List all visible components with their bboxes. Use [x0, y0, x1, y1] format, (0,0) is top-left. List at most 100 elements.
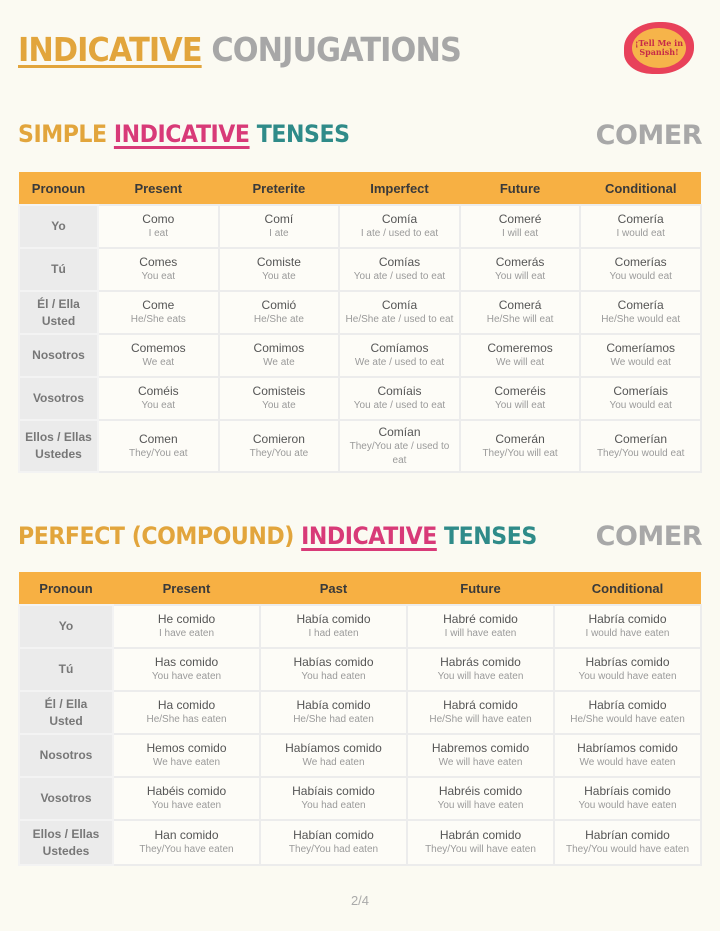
- conjugation-cell: Comieron They/You ate: [217, 419, 341, 473]
- english-translation: You ate: [262, 400, 296, 411]
- column-header: Pronoun: [19, 572, 113, 605]
- conjugation-cell: He comido I have eaten: [112, 604, 261, 649]
- english-translation: You ate / used to eat: [353, 400, 446, 411]
- conjugation-cell: Comí I ate: [217, 204, 341, 249]
- conjugated-form: Comimos: [253, 341, 305, 355]
- conjugation-cell: Comería I would eat: [579, 204, 702, 249]
- conjugated-form: Comeréis: [494, 384, 546, 398]
- conjugation-cell: Habría comido He/She would have eaten: [553, 690, 702, 735]
- english-translation: I ate / used to eat: [360, 228, 439, 239]
- pronoun-label: Tú: [58, 662, 74, 676]
- english-translation: We will have eaten: [438, 757, 523, 768]
- conjugated-form: Habíamos comido: [285, 741, 382, 755]
- english-translation: You had eaten: [301, 671, 366, 682]
- title-part1: INDICATIVE: [18, 30, 203, 69]
- conjugation-cell: Comió He/She ate: [217, 290, 341, 335]
- english-translation: I will eat: [502, 228, 539, 239]
- english-translation: You will eat: [494, 400, 546, 411]
- conjugation-cell: Habría comido I would have eaten: [553, 604, 702, 649]
- english-translation: They/You would have eaten: [565, 844, 690, 855]
- pronoun-label: Usted: [41, 313, 76, 328]
- conjugation-cell: Habrán comido They/You will have eaten: [406, 819, 555, 866]
- pronoun-label: Él / Ella: [37, 296, 80, 311]
- column-header: Preterite: [218, 172, 340, 205]
- pronoun-label: Tú: [51, 262, 66, 276]
- conjugation-cell: Comíamos We ate / used to eat: [338, 333, 461, 378]
- pronoun-cell: Tú: [18, 647, 114, 692]
- conjugation-cell: Habíais comido You had eaten: [259, 776, 408, 821]
- pronoun-cell: Yo: [18, 204, 99, 249]
- column-header: Conditional: [580, 172, 701, 205]
- conjugation-cell: Come He/She eats: [97, 290, 220, 335]
- pronoun-cell: Él / Ella Usted: [18, 290, 99, 335]
- logo-text: ¡Tell Me in Spanish!: [632, 28, 686, 68]
- english-translation: You would have eaten: [578, 800, 677, 811]
- english-translation: I would eat: [616, 228, 665, 239]
- english-translation: You ate / used to eat: [353, 271, 446, 282]
- conjugation-cell: Comisteis You ate: [217, 376, 341, 421]
- pronoun-label: Vosotros: [40, 791, 92, 805]
- conjugation-cell: Habremos comido We will have eaten: [406, 733, 555, 778]
- english-translation: We had eaten: [302, 757, 365, 768]
- conjugated-form: Comería: [617, 298, 664, 312]
- conjugated-form: Comería: [617, 212, 664, 226]
- conjugation-cell: Comía I ate / used to eat: [338, 204, 461, 249]
- pronoun-label: Yo: [58, 619, 74, 633]
- heading-word: PERFECT (COMPOUND): [18, 522, 294, 550]
- conjugated-form: Comeré: [498, 212, 542, 226]
- simple-heading: SIMPLE INDICATIVE TENSES: [18, 120, 350, 148]
- english-translation: You ate: [262, 271, 296, 282]
- english-translation: He/She ate / used to eat: [345, 314, 454, 325]
- conjugation-cell: Habían comido They/You had eaten: [259, 819, 408, 866]
- pronoun-label: Ustedes: [35, 447, 82, 461]
- english-translation: He/She would have eaten: [570, 714, 685, 725]
- conjugation-cell: Comerá He/She will eat: [458, 290, 582, 335]
- simple-verb: COMER: [595, 120, 703, 151]
- conjugated-form: Comen: [138, 431, 178, 446]
- english-translation: You had eaten: [301, 800, 366, 811]
- conjugation-cell: Comía He/She ate / used to eat: [338, 290, 461, 335]
- english-translation: You eat: [141, 271, 176, 282]
- english-translation: We ate: [263, 357, 295, 368]
- conjugated-form: Coméis: [137, 384, 179, 398]
- perfect-tenses-table: Pronoun Present Past Future Conditional Yo He …: [18, 572, 702, 866]
- conjugation-cell: Comían They/You ate / used to eat: [338, 419, 461, 473]
- column-header: Future: [459, 172, 581, 205]
- english-translation: You will have eaten: [437, 800, 524, 811]
- column-header: Future: [407, 572, 554, 605]
- english-translation: You would eat: [609, 400, 672, 411]
- heading-word: TENSES: [256, 120, 350, 148]
- conjugation-cell: Comeréis You will eat: [458, 376, 582, 421]
- conjugation-cell: Comíais You ate / used to eat: [338, 376, 461, 421]
- table-row: Nosotros Hemos comido We have eaten Habíamo…: [18, 733, 702, 778]
- conjugated-form: Habréis comido: [438, 784, 523, 798]
- conjugation-cell: Comeríamos We would eat: [579, 333, 702, 378]
- column-header: Pronoun: [19, 172, 98, 205]
- conjugated-form: Comerías: [614, 255, 667, 269]
- conjugated-form: Habremos comido: [431, 741, 530, 755]
- conjugated-form: Como: [142, 212, 175, 226]
- conjugation-cell: Habrá comido He/She will have eaten: [406, 690, 555, 735]
- english-translation: We ate / used to eat: [354, 357, 445, 368]
- conjugated-form: Comisteis: [252, 384, 306, 398]
- english-translation: You eat: [141, 400, 176, 411]
- column-header: Past: [260, 572, 407, 605]
- pronoun-label: Ellos / Ellas: [25, 430, 92, 444]
- english-translation: They/You would eat: [596, 447, 685, 459]
- conjugated-form: Habrás comido: [440, 655, 521, 669]
- conjugated-form: Había comido: [296, 698, 371, 712]
- conjugation-cell: Comes You eat: [97, 247, 220, 292]
- conjugation-cell: Habías comido You had eaten: [259, 647, 408, 692]
- pronoun-label: Nosotros: [32, 348, 85, 362]
- pronoun-cell: Tú: [18, 247, 99, 292]
- conjugation-cell: Coméis You eat: [97, 376, 220, 421]
- conjugated-form: Habría comido: [588, 698, 667, 712]
- english-translation: They/You ate: [249, 447, 309, 459]
- english-translation: I had eaten: [308, 628, 359, 639]
- english-translation: You would have eaten: [578, 671, 677, 682]
- english-translation: They/You eat: [129, 447, 188, 459]
- conjugated-form: Ha comido: [157, 698, 216, 712]
- pronoun-cell: Yo: [18, 604, 114, 649]
- conjugation-cell: Comerán They/You will eat: [458, 419, 582, 473]
- conjugated-form: Comeremos: [487, 341, 553, 355]
